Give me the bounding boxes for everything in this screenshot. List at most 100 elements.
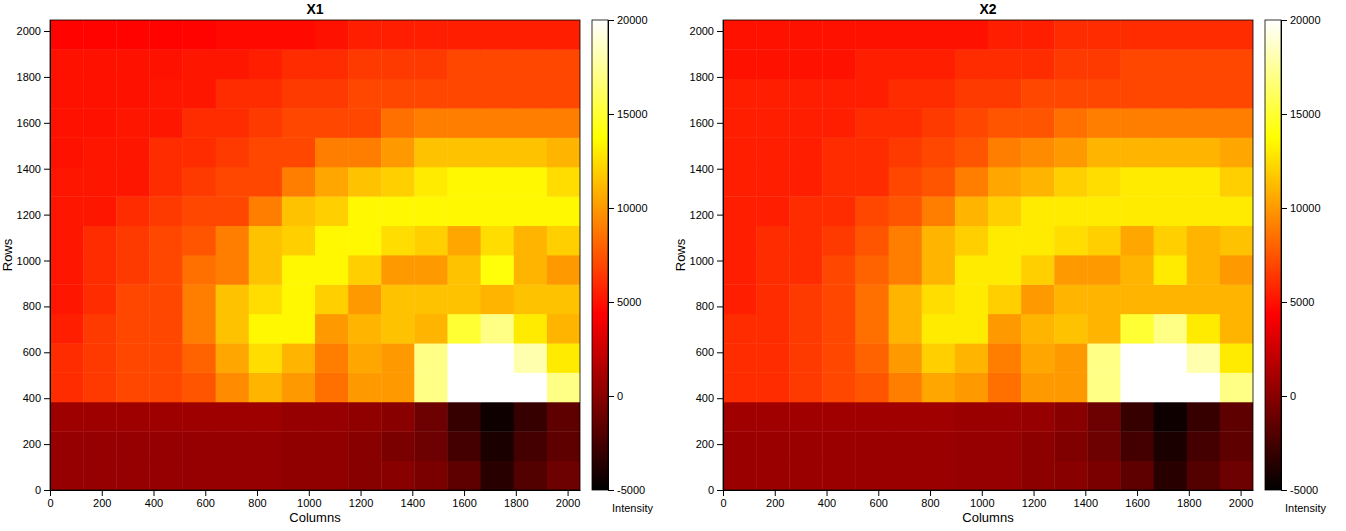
heatmap-cell	[723, 431, 757, 461]
heatmap-cell	[988, 431, 1022, 461]
heatmap-cell	[955, 79, 989, 109]
x-tick-mark	[205, 490, 206, 496]
heatmap-cell	[1021, 461, 1055, 490]
heatmap-cell	[50, 138, 84, 168]
heatmap-cell	[1154, 461, 1188, 490]
heatmap-cell	[1021, 20, 1055, 50]
heatmap-cell	[1187, 49, 1221, 79]
heatmap-cell	[149, 108, 183, 138]
heatmap-cell	[822, 431, 856, 461]
heatmap-cell	[149, 402, 183, 432]
heatmap-cell	[381, 284, 415, 314]
heatmap-cell	[1021, 343, 1055, 373]
heatmap-cell	[216, 167, 250, 197]
heatmap-cell	[756, 49, 790, 79]
heatmap-cell	[514, 461, 548, 490]
heatmap-cell	[414, 284, 448, 314]
heatmap-cell	[448, 314, 482, 344]
heatmap-cell	[922, 20, 956, 50]
heatmap-cell	[1121, 461, 1155, 490]
y-tick: 1000	[690, 255, 723, 267]
heatmap-cell	[348, 79, 382, 109]
heatmap-cell	[547, 138, 580, 168]
heatmap-cell	[889, 49, 923, 79]
heatmap-cell	[1054, 196, 1088, 226]
x-tick-label: 600	[870, 497, 888, 509]
heatmap-cell	[1087, 167, 1121, 197]
heatmap-cell	[315, 402, 349, 432]
heatmap-cell	[856, 314, 890, 344]
y-tick: 1600	[17, 117, 50, 129]
x-tick-label: 1400	[1074, 497, 1098, 509]
heatmap-cell	[988, 79, 1022, 109]
heatmap-cell	[514, 431, 548, 461]
x-tick-mark	[827, 490, 828, 496]
heatmap-cell	[315, 226, 349, 256]
colorbar-tick: 5000	[608, 296, 641, 308]
heatmap-cell	[547, 402, 580, 432]
heatmap-cell	[381, 196, 415, 226]
x-tick-mark	[102, 490, 103, 496]
heatmap-cell	[216, 226, 250, 256]
x-tick-label: 0	[47, 497, 53, 509]
heatmap-cell	[249, 461, 283, 490]
colorbar-tick: 10000	[1281, 202, 1321, 214]
heatmap-cell	[282, 226, 316, 256]
heatmap-cell	[1220, 20, 1253, 50]
heatmap-cell	[922, 402, 956, 432]
y-tick-label: 1200	[17, 209, 41, 221]
heatmap-cell	[414, 196, 448, 226]
heatmap-cell	[249, 20, 283, 50]
colorbar-tick-label: 20000	[1290, 14, 1321, 26]
heatmap-cell	[1220, 196, 1253, 226]
heatmap-cell	[448, 373, 482, 403]
heatmap-cell	[50, 20, 84, 50]
heatmap-cell	[481, 49, 515, 79]
x-tick-mark	[516, 490, 517, 496]
heatmap-cell	[315, 314, 349, 344]
colorbar-tick-label: 0	[1290, 390, 1296, 402]
y-axis-line	[723, 21, 724, 491]
heatmap-cell	[1021, 196, 1055, 226]
heatmap-cell	[315, 108, 349, 138]
heatmap-cell	[789, 196, 823, 226]
heatmap-cell	[315, 373, 349, 403]
colorbar-tick-label: 15000	[1290, 108, 1321, 120]
heatmap-cell	[955, 138, 989, 168]
heatmap-cell	[1154, 373, 1188, 403]
heatmap-cell	[414, 20, 448, 50]
heatmap-cell	[1121, 314, 1155, 344]
heatmap-cell	[216, 461, 250, 490]
heatmap-cell	[481, 461, 515, 490]
heatmap-cell	[955, 255, 989, 285]
heatmap-cell	[856, 196, 890, 226]
heatmap-cell	[116, 196, 150, 226]
x-tick-label: 1600	[1125, 497, 1149, 509]
heatmap-cell	[83, 314, 117, 344]
heatmap-cell	[249, 284, 283, 314]
heatmap-cell	[1187, 461, 1221, 490]
colorbar-tick-label: -5000	[617, 484, 645, 496]
heatmap-cell	[1220, 226, 1253, 256]
x-tick-label: 1200	[1022, 497, 1046, 509]
heatmap-cell	[282, 314, 316, 344]
heatmap-cell	[955, 284, 989, 314]
heatmap-cell	[988, 108, 1022, 138]
heatmap-cell	[1021, 284, 1055, 314]
heatmap-cell	[448, 226, 482, 256]
heatmap-cell	[547, 20, 580, 50]
heatmap-cell	[756, 343, 790, 373]
x-tick-mark	[878, 490, 879, 496]
heatmap-cell	[216, 373, 250, 403]
colorbar-gradient	[592, 20, 608, 490]
y-tick: 1400	[17, 163, 50, 175]
heatmap-cell	[1220, 461, 1253, 490]
x-tick-label: 200	[766, 497, 784, 509]
y-tick-label: 1600	[17, 117, 41, 129]
heatmap-cell	[183, 138, 217, 168]
colorbar-tick-mark	[608, 114, 614, 115]
y-axis: 0200400600800100012001400160018002000	[690, 21, 724, 497]
y-tick: 200	[696, 438, 723, 450]
y-tick-label: 200	[23, 438, 41, 450]
x-tick-mark	[1034, 490, 1035, 496]
